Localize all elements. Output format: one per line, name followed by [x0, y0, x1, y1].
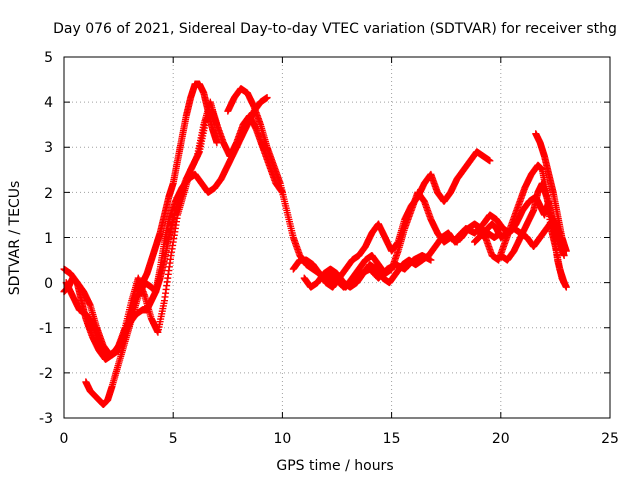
y-tick-labels: -3 -2 -1 0 1 2 3 4 5 — [39, 50, 53, 427]
y-tick-label: 1 — [44, 231, 53, 247]
x-tick-label: 15 — [383, 431, 401, 447]
y-tick-label: 4 — [44, 95, 53, 111]
x-tick-label: 20 — [492, 431, 510, 447]
data-point — [213, 139, 221, 147]
x-axis-label: GPS time / hours — [276, 458, 393, 474]
y-tick-label: 5 — [44, 50, 53, 66]
x-tick-label: 0 — [60, 431, 69, 447]
series-trace-13 — [471, 215, 564, 251]
data-point — [486, 157, 494, 165]
data-point — [562, 247, 570, 255]
x-tick-label: 10 — [273, 431, 291, 447]
x-tick-labels: 0 5 10 15 20 25 — [60, 431, 619, 447]
y-tick-label: -1 — [39, 321, 53, 337]
y-axis-label: SDTVAR / TECUs — [7, 181, 23, 296]
series-trace-3 — [82, 94, 271, 408]
data-point — [556, 229, 564, 237]
y-tick-label: 3 — [44, 140, 53, 156]
data-point — [427, 256, 435, 264]
series-trace-4 — [62, 98, 286, 359]
data-point — [560, 279, 568, 287]
data-points — [60, 80, 570, 408]
y-tick-label: -3 — [39, 411, 53, 427]
y-tick-label: 0 — [44, 276, 53, 292]
y-tick-label: -2 — [39, 366, 53, 382]
series-trace-8 — [322, 252, 435, 291]
chart-title: Day 076 of 2021, Sidereal Day-to-day VTE… — [53, 21, 617, 37]
x-tick-label: 5 — [169, 431, 178, 447]
series-trace-11 — [497, 179, 568, 264]
data-point — [562, 283, 570, 291]
series-trace-12 — [532, 130, 570, 255]
y-tick-label: 2 — [44, 186, 53, 202]
plot-frame — [63, 56, 611, 419]
data-point — [560, 252, 568, 260]
x-tick-label: 25 — [601, 431, 619, 447]
data-point — [263, 94, 271, 102]
